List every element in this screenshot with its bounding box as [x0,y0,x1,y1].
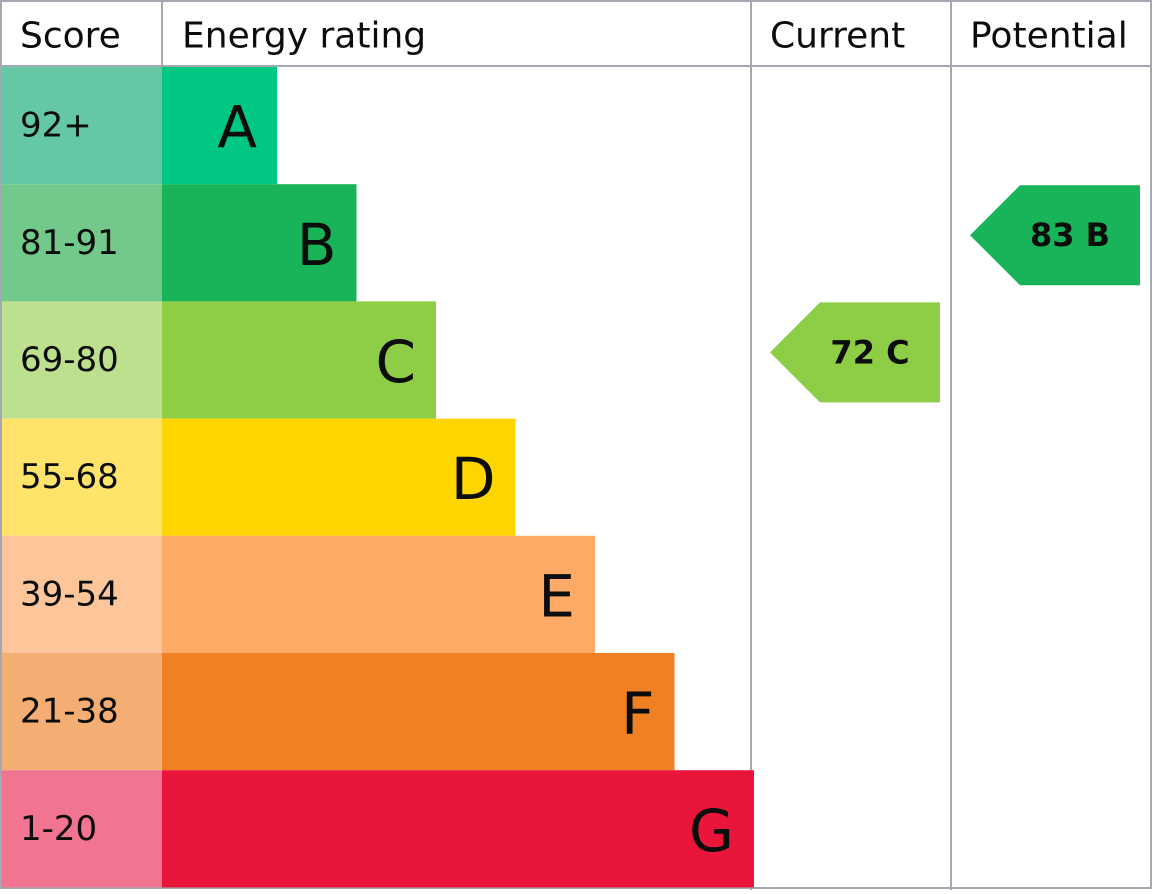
score-label: 1-20 [20,809,97,849]
rating-bar [162,653,675,771]
score-label: 55-68 [20,457,119,497]
header-potential: Potential [970,16,1128,57]
score-cell [2,418,162,536]
score-cell [2,770,162,888]
rating-bar [162,418,516,536]
rating-letter: A [217,94,257,162]
rating-bar [162,184,357,302]
current-rating: C [886,333,909,371]
score-label: 81-91 [20,223,119,263]
rating-bar [162,301,436,419]
current-score: 72 [830,333,875,371]
potential-score: 83 [1030,216,1075,254]
score-label: 69-80 [20,340,119,380]
current-arrow [770,302,940,403]
rating-bar [162,535,595,653]
score-cell [2,653,162,771]
header-rating: Energy rating [182,16,426,57]
rating-letter: B [297,211,337,279]
rating-letter: G [689,797,734,865]
current-label: 72 C [830,333,909,371]
potential-rating: B [1086,216,1110,254]
rating-bar [162,770,754,888]
header-current: Current [770,16,905,57]
score-label: 92+ [20,106,92,146]
score-label: 39-54 [20,574,119,614]
score-cell [2,535,162,653]
rating-letter: E [538,562,575,630]
rating-letter: C [376,328,417,396]
rating-letter: F [621,680,654,748]
rating-letter: D [451,445,496,513]
header-score: Score [20,16,121,57]
score-cell [2,184,162,302]
score-label: 21-38 [20,692,119,732]
potential-label: 83 B [1030,216,1110,254]
potential-arrow [970,185,1140,286]
score-cell [2,67,162,185]
score-cell [2,301,162,419]
rating-bar [162,67,277,185]
